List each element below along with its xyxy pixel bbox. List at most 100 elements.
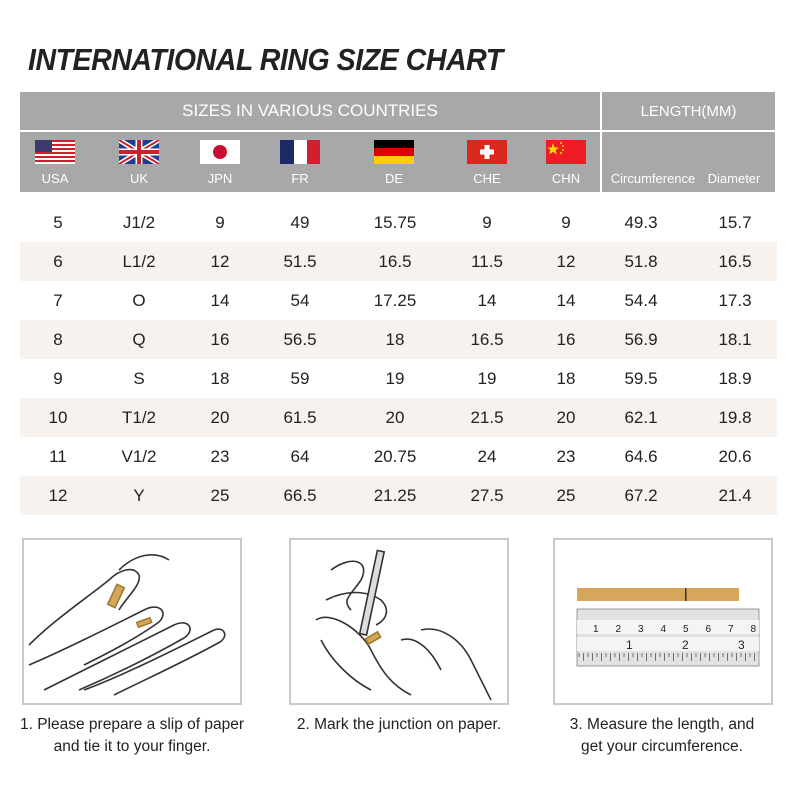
cell-che: 21.5 (470, 408, 504, 427)
cell-che: 19 (477, 369, 497, 388)
cell-chn: 23 (556, 447, 576, 466)
col-jpn: JPN (207, 171, 233, 186)
cell-de: 17.25 (373, 291, 417, 310)
col-uk: UK (129, 171, 149, 186)
step1-caption: 1. Please prepare a slip of paper and tie… (2, 714, 262, 758)
cell-chn: 12 (556, 252, 576, 271)
ruler-top-label: 3 (638, 624, 644, 635)
cell-diameter: 15.7 (718, 213, 752, 232)
step2-line1: 2. Mark the junction on paper. (296, 716, 502, 733)
cell-fr: 59 (290, 369, 310, 388)
cell-fr: 51.5 (283, 252, 317, 271)
cell-fr: 64 (290, 447, 310, 466)
cell-fr: 56.5 (283, 330, 317, 349)
step3-line2: get your circumference. (581, 738, 743, 755)
ruler-bottom-label: 1 (626, 638, 633, 652)
cell-de: 19 (385, 369, 405, 388)
step1-line1: 1. Please prepare a slip of paper (19, 716, 245, 733)
ruler-top-label: 7 (728, 624, 734, 635)
page-title: INTERNATIONAL RING SIZE CHART (28, 42, 503, 77)
cell-che: 14 (477, 291, 497, 310)
cell-jpn: 25 (210, 486, 230, 505)
cell-che: 27.5 (470, 486, 504, 505)
table-row: 8 Q 16 56.5 18 16.5 16 56.9 18.1 (20, 320, 777, 359)
hand-with-paper-icon (28, 554, 226, 696)
cell-de: 18 (385, 330, 405, 349)
step3-line1: 3. Measure the length, and (569, 716, 755, 733)
cell-de: 20.75 (373, 447, 417, 466)
divider (600, 92, 602, 192)
cell-circumference: 56.9 (624, 330, 658, 349)
cell-chn: 9 (561, 213, 571, 232)
cell-che: 16.5 (470, 330, 504, 349)
cell-usa: 7 (53, 291, 63, 310)
cell-chn: 18 (556, 369, 576, 388)
ruler-top-label: 2 (616, 624, 622, 635)
cell-circumference: 54.4 (624, 291, 658, 310)
cell-jpn: 12 (210, 252, 230, 271)
cell-usa: 9 (53, 369, 63, 388)
usa-flag-icon (35, 140, 75, 164)
cell-usa: 12 (48, 486, 68, 505)
cell-usa: 8 (53, 330, 63, 349)
cell-de: 16.5 (378, 252, 412, 271)
cell-uk: Q (132, 330, 146, 349)
cell-diameter: 20.6 (718, 447, 752, 466)
cell-usa: 10 (48, 408, 68, 427)
hand-marking-paper-icon (315, 549, 492, 701)
cell-jpn: 9 (215, 213, 225, 232)
cell-uk: T1/2 (121, 408, 157, 427)
step1-line2: and tie it to your finger. (53, 738, 211, 755)
cell-circumference: 62.1 (624, 408, 658, 427)
table-row: 5 J1/2 9 49 15.75 9 9 49.3 15.7 (20, 203, 777, 242)
uk-flag-icon (119, 140, 159, 164)
col-diameter: Diameter (707, 171, 761, 186)
ruler-top-label: 5 (683, 624, 689, 635)
table-row: 7 O 14 54 17.25 14 14 54.4 17.3 (20, 281, 777, 320)
france-flag-icon (280, 140, 320, 164)
cell-che: 9 (482, 213, 492, 232)
ruler-top-label: 8 (751, 624, 757, 635)
cell-usa: 5 (53, 213, 63, 232)
col-usa: USA (41, 171, 69, 186)
cell-chn: 20 (556, 408, 576, 427)
cell-jpn: 14 (210, 291, 230, 310)
ruler-bottom-label: 2 (682, 638, 689, 652)
cell-circumference: 51.8 (624, 252, 658, 271)
cell-diameter: 21.4 (718, 486, 752, 505)
ruler-top-label: 6 (706, 624, 712, 635)
cell-uk: J1/2 (122, 213, 156, 232)
cell-fr: 61.5 (283, 408, 317, 427)
cell-jpn: 18 (210, 369, 230, 388)
cell-circumference: 64.6 (624, 447, 658, 466)
cell-jpn: 16 (210, 330, 230, 349)
table-row: 12 Y 25 66.5 21.25 27.5 25 67.2 21.4 (20, 476, 777, 515)
cell-diameter: 18.1 (718, 330, 752, 349)
step3-caption: 3. Measure the length, and get your circu… (532, 714, 792, 758)
table-row: 9 S 18 59 19 19 18 59.5 18.9 (20, 359, 777, 398)
cell-che: 11.5 (471, 252, 503, 271)
germany-flag-icon (374, 140, 414, 164)
cell-jpn: 23 (210, 447, 230, 466)
cell-de: 15.75 (373, 213, 417, 232)
table-row: 6 L1/2 12 51.5 16.5 11.5 12 51.8 16.5 (20, 242, 777, 281)
cell-che: 24 (477, 447, 497, 466)
cell-de: 21.25 (373, 486, 417, 505)
ruler-measurement-icon: 1 2 3 4 5 6 7 81 2 3 (576, 588, 760, 667)
cell-uk: Y (133, 486, 145, 505)
col-chn: CHN (551, 171, 581, 186)
table-row: 10 T1/2 20 61.5 20 21.5 20 62.1 19.8 (20, 398, 777, 437)
china-flag-icon (546, 140, 586, 164)
japan-flag-icon (200, 140, 240, 164)
cell-usa: 6 (53, 252, 63, 271)
step2-caption: 2. Mark the junction on paper. (269, 714, 529, 736)
table-header: SIZES IN VARIOUS COUNTRIES LENGTH(MM) US… (20, 92, 775, 192)
step1-illustration (22, 538, 242, 705)
cell-chn: 16 (556, 330, 576, 349)
col-circumference: Circumference (610, 171, 696, 186)
cell-de: 20 (385, 408, 405, 427)
size-table-body: 5 J1/2 9 49 15.75 9 9 49.3 15.7 6 L1/2 12 51.5 16.5 11… (20, 203, 777, 515)
cell-jpn: 20 (210, 408, 230, 427)
cell-circumference: 67.2 (624, 486, 658, 505)
step2-illustration (289, 538, 509, 705)
